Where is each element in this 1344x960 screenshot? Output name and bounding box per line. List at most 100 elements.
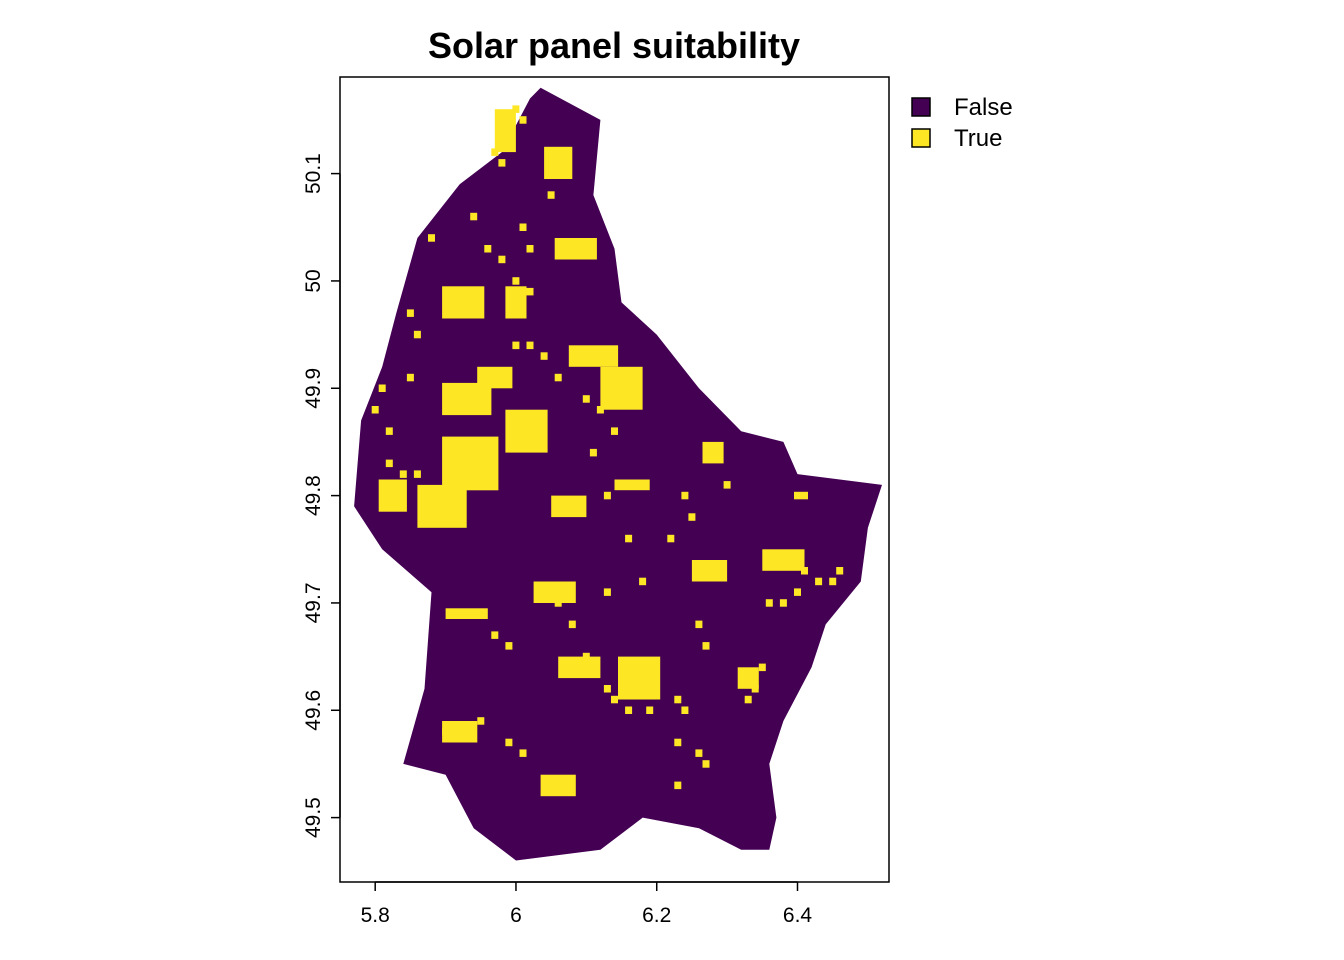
legend-label: False	[954, 94, 1013, 121]
raster-true-patch	[544, 146, 573, 179]
raster-true-cell	[470, 212, 478, 221]
raster-true-cell	[540, 352, 548, 360]
raster-true-cell	[695, 620, 703, 629]
raster-true-cell	[681, 706, 689, 714]
raster-true-cell	[491, 148, 499, 156]
raster-true-cell	[519, 116, 527, 124]
raster-true-cell	[526, 245, 534, 253]
raster-true-patch	[600, 366, 643, 410]
y-axis: 49.5 49.6 49.7 49.8 49.9 50 50.1	[302, 153, 341, 838]
raster-true-patch	[442, 436, 499, 491]
raster-true-patch	[533, 581, 576, 603]
raster-true-cell	[611, 427, 618, 435]
raster-true-patch	[494, 109, 516, 153]
raster-true-cell	[505, 738, 513, 747]
x-axis: 5.8 6 6.2 6.4	[361, 881, 813, 927]
y-tick-label: 50.1	[302, 153, 325, 194]
raster-true-patch	[702, 441, 724, 464]
raster-true-patch	[505, 409, 548, 453]
raster-false-area	[354, 87, 883, 861]
raster-true-cell	[779, 599, 787, 607]
raster-true-patch	[442, 721, 478, 743]
raster-true-patch	[445, 608, 488, 619]
raster-true-cell	[723, 481, 731, 489]
raster-true-cell	[568, 620, 576, 629]
raster-true-patch	[442, 286, 485, 319]
raster-true-cell	[589, 448, 597, 457]
raster-true-cell	[582, 652, 590, 661]
legend-label: True	[954, 125, 1002, 152]
raster-true-cell	[744, 695, 752, 704]
raster-true-cell	[547, 191, 555, 199]
raster-true-cell	[681, 491, 689, 500]
chart-title: Solar panel suitability	[428, 25, 800, 66]
raster-true-cell	[667, 534, 675, 543]
y-tick-label: 50	[302, 269, 325, 292]
raster-true-cell	[512, 341, 520, 350]
raster-true-cell	[385, 459, 393, 468]
raster-true-cell	[519, 223, 527, 231]
raster-true-patch	[737, 667, 759, 689]
raster-true-patch	[417, 484, 467, 528]
raster-true-patch	[558, 656, 601, 679]
raster-true-cell	[603, 491, 611, 500]
raster-true-cell	[519, 749, 527, 757]
raster-true-cell	[603, 685, 611, 693]
raster-true-cell	[491, 631, 499, 639]
raster-true-cell	[801, 491, 808, 500]
raster-true-cell	[413, 470, 421, 478]
raster-true-cell	[554, 373, 562, 382]
raster-true-patch	[477, 366, 513, 389]
raster-true-cell	[836, 567, 844, 575]
raster-true-patch	[762, 549, 805, 571]
raster-true-cell	[498, 159, 506, 167]
raster-true-cell	[512, 105, 520, 113]
raster-true-cell	[801, 567, 808, 575]
raster-true-cell	[442, 728, 450, 736]
y-tick-label: 49.8	[302, 475, 325, 516]
raster-true-cell	[526, 287, 534, 296]
raster-true-cell	[554, 599, 562, 607]
raster-true-cell	[484, 245, 492, 253]
raster-true-cell	[406, 309, 414, 317]
raster-true-cell	[399, 470, 407, 478]
raster-true-cell	[765, 599, 773, 607]
raster-true-cell	[371, 406, 379, 414]
raster-true-cell	[406, 373, 414, 382]
raster-true-cell	[695, 749, 703, 757]
x-tick-label: 6.4	[783, 904, 813, 927]
raster-true-cell	[625, 706, 633, 714]
raster-true-cell	[582, 395, 590, 403]
raster-true-patch	[614, 479, 650, 491]
raster-true-patch	[554, 238, 597, 260]
raster-true-cell	[674, 695, 682, 704]
raster-true-cell	[794, 588, 801, 596]
raster-true-cell	[505, 642, 513, 650]
raster-true-patch	[618, 656, 661, 700]
raster-true-cell	[428, 234, 435, 242]
raster-true-patch	[540, 774, 576, 797]
raster-true-patch	[568, 345, 619, 367]
y-tick-label: 49.9	[302, 368, 325, 409]
raster-true-patch	[378, 479, 407, 512]
raster-true-cell	[413, 330, 421, 339]
raster-true-cell	[477, 717, 485, 725]
raster-true-cell	[625, 534, 633, 543]
raster-true-cell	[674, 781, 682, 790]
raster-true-patch	[505, 286, 527, 319]
raster-true-cell	[378, 384, 386, 392]
raster-true-cell	[688, 513, 696, 521]
y-tick-label: 49.5	[302, 797, 325, 838]
raster-true-cell	[385, 427, 393, 435]
raster-true-cell	[526, 341, 534, 350]
raster-true-cell	[646, 706, 654, 714]
raster-true-cell	[758, 663, 766, 672]
legend-swatch	[911, 97, 931, 117]
raster-true-cell	[596, 406, 604, 414]
raster-true-cell	[815, 577, 823, 586]
suitability-raster	[354, 87, 883, 861]
raster-true-cell	[639, 577, 647, 586]
raster-true-cell	[603, 588, 611, 596]
legend: False True	[911, 94, 1013, 152]
